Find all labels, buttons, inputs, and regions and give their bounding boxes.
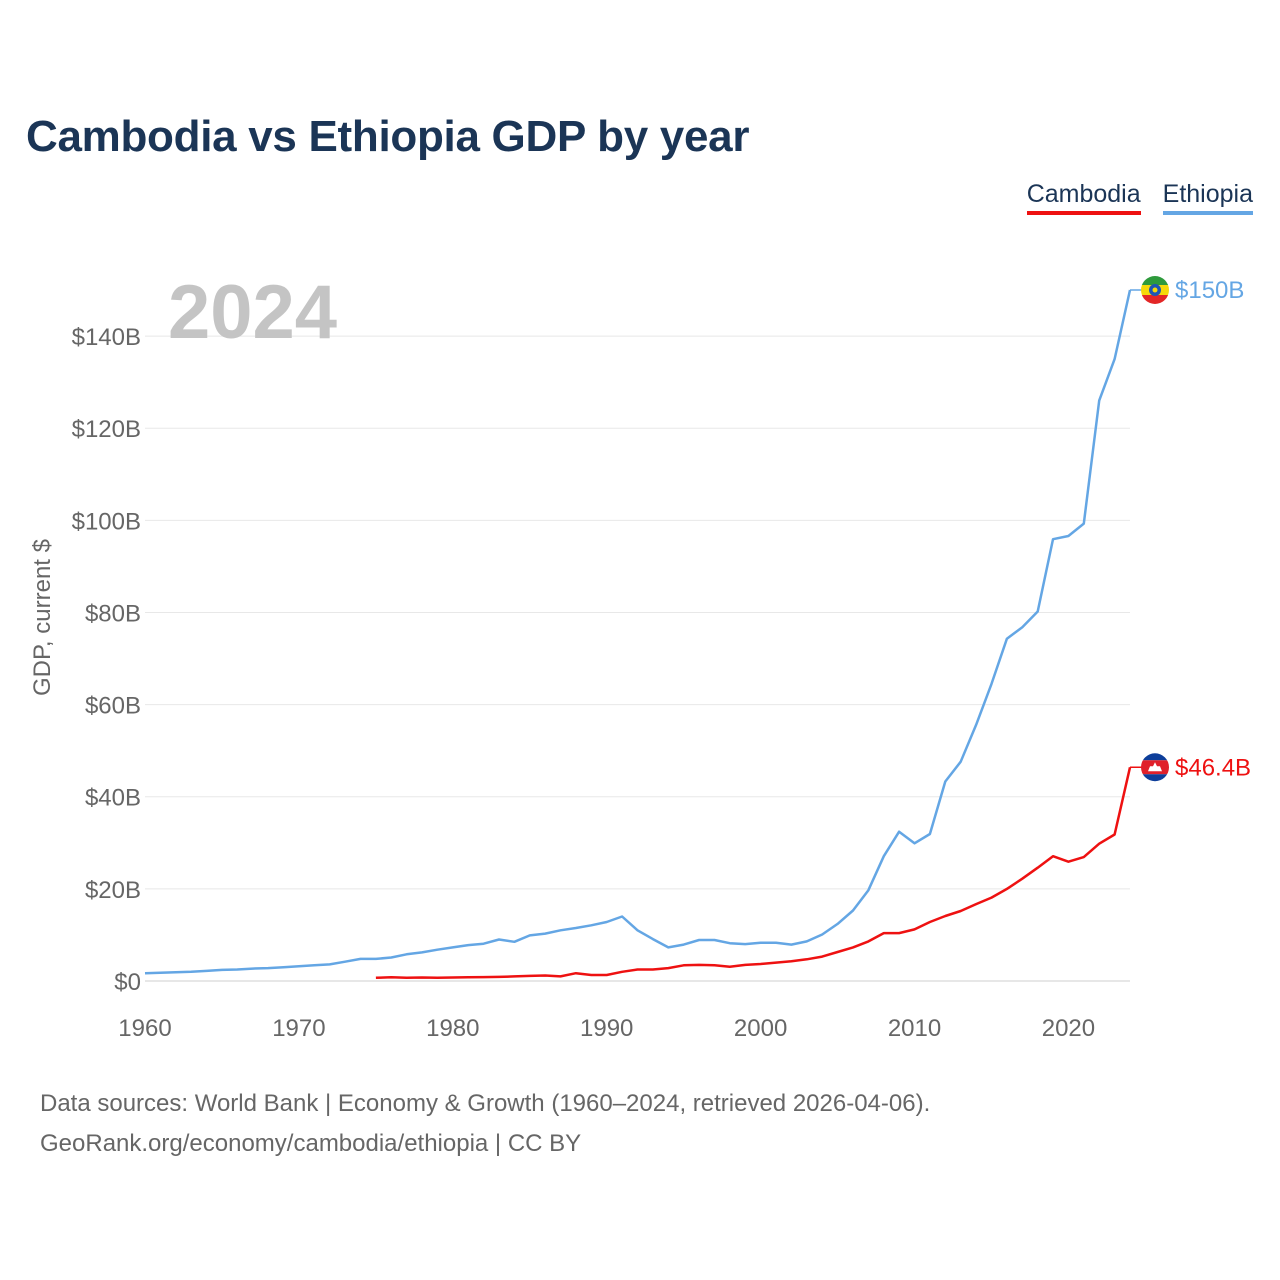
y-tick-label: $60B	[85, 693, 141, 720]
legend-item-ethiopia[interactable]: Ethiopia	[1162, 180, 1253, 215]
y-axis-title: GDP, current $	[29, 539, 56, 696]
x-tick-label: 1980	[426, 1015, 479, 1042]
data-sources-text: Data sources: World Bank | Economy & Gro…	[40, 1090, 931, 1117]
y-tick-label: $140B	[72, 324, 141, 351]
cambodia-flag-icon	[1141, 753, 1169, 782]
y-tick-label: $80B	[85, 600, 141, 627]
x-tick-label: 2010	[888, 1015, 941, 1042]
end-value-label-ethiopia: $150B	[1175, 277, 1244, 304]
gdp-line-chart: 2024 $0 $20B $40B $60B $80B $100B $120B $140B 1…	[29, 270, 1251, 1042]
end-value-label-cambodia: $46.4B	[1175, 754, 1251, 781]
attribution-link[interactable]: GeoRank.org/economy/cambodia/ethiopia | …	[40, 1130, 582, 1157]
series-end-labels: $150B $46.4B	[1130, 276, 1251, 782]
series-line-cambodia	[375, 767, 1132, 980]
legend-item-cambodia[interactable]: Cambodia	[1026, 180, 1141, 215]
legend: Cambodia Ethiopia	[1026, 180, 1253, 215]
y-tick-label: $0	[114, 969, 141, 996]
x-tick-label: 1960	[118, 1015, 171, 1042]
chart-title: Cambodia vs Ethiopia GDP by year	[26, 112, 750, 161]
footer: Data sources: World Bank | Economy & Gro…	[40, 1084, 930, 1164]
x-tick-label: 2020	[1042, 1015, 1095, 1042]
x-axis-ticks: 1960 1970 1980 1990 2000 2010 2020	[118, 1015, 1095, 1042]
series-lines	[144, 289, 1132, 980]
x-tick-label: 1970	[272, 1015, 325, 1042]
y-tick-label: $20B	[85, 877, 141, 904]
y-tick-label: $120B	[72, 416, 141, 443]
x-tick-label: 1990	[580, 1015, 633, 1042]
x-tick-label: 2000	[734, 1015, 787, 1042]
y-axis-ticks: $0 $20B $40B $60B $80B $100B $120B $140B	[72, 324, 141, 996]
grid-lines	[145, 335, 1130, 982]
y-tick-label: $40B	[85, 785, 141, 812]
ethiopia-flag-icon	[1141, 276, 1169, 304]
year-watermark: 2024	[168, 270, 337, 355]
series-line-ethiopia	[144, 289, 1132, 975]
y-tick-label: $100B	[72, 508, 141, 535]
